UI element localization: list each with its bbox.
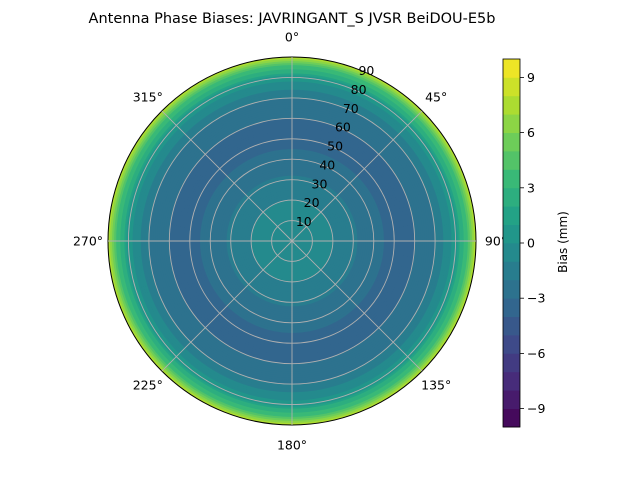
angular-tick-label: 270° — [73, 234, 103, 249]
colorbar-label: Bias (mm) — [556, 211, 570, 273]
angular-tick-label: 180° — [277, 438, 307, 453]
colorbar-tick-label: 6 — [527, 125, 535, 140]
angular-tick-label: 225° — [133, 378, 163, 393]
colorbar-tick-label: 0 — [527, 236, 535, 251]
colorbar-segment — [503, 353, 520, 373]
angular-tick-labels: 0° 45° 90° 135° 180° 225° 270° 315° — [73, 30, 507, 453]
angular-gridline — [161, 110, 293, 242]
angular-tick-label: 45° — [425, 89, 447, 104]
radial-tick-label: 90 — [358, 63, 374, 78]
radial-tick-labels: 10 20 30 40 50 60 70 80 90 — [296, 63, 375, 229]
radial-tick-label: 20 — [304, 195, 320, 210]
colorbar-segment — [503, 279, 520, 299]
colorbar-segment — [503, 316, 520, 336]
colorbar-segment — [503, 59, 520, 78]
radial-tick-label: 70 — [343, 101, 359, 116]
polar-grid — [108, 57, 476, 425]
colorbar-segment — [503, 114, 520, 133]
colorbar-tick-label: −6 — [527, 346, 545, 361]
radial-tick-label: 50 — [327, 139, 343, 154]
colorbar-segment — [503, 95, 520, 115]
radial-tick-label: 30 — [312, 176, 328, 191]
colorbar-segment — [503, 187, 520, 207]
colorbar-tick-label: 9 — [527, 70, 535, 85]
colorbar: −9 −6 −3 0 3 6 9 — [502, 58, 545, 428]
chart-title: Antenna Phase Biases: JAVRINGANT_S JVSR … — [89, 11, 496, 27]
colorbar-segment — [503, 243, 520, 262]
colorbar-segment — [503, 169, 520, 189]
colorbar-segment — [503, 206, 520, 225]
colorbar-segment — [503, 298, 520, 317]
angular-tick-label: 90° — [485, 234, 507, 249]
colorbar-tick-label: −9 — [527, 401, 545, 416]
colorbar-segment — [503, 335, 520, 354]
colorbar-tick-label: 3 — [527, 180, 535, 195]
angular-gridline — [291, 110, 423, 242]
angular-tick-label: 0° — [285, 30, 299, 45]
angular-tick-label: 315° — [133, 89, 163, 104]
colorbar-segment — [503, 132, 520, 152]
colorbar-segment — [503, 408, 520, 428]
colorbar-tick-label: −3 — [527, 291, 545, 306]
colorbar-segment — [503, 224, 520, 244]
radial-tick-label: 80 — [351, 82, 367, 97]
angular-tick-label: 135° — [421, 378, 451, 393]
colorbar-segment — [503, 261, 520, 281]
colorbar-segment — [503, 77, 520, 97]
angular-gridline — [161, 240, 293, 372]
radial-tick-label: 10 — [296, 214, 312, 229]
radial-tick-label: 40 — [319, 157, 335, 172]
colorbar-segment — [503, 151, 520, 170]
colorbar-segment — [503, 371, 520, 391]
angular-gridline — [291, 240, 423, 372]
colorbar-segment — [503, 390, 520, 409]
radial-tick-label: 60 — [335, 120, 351, 135]
